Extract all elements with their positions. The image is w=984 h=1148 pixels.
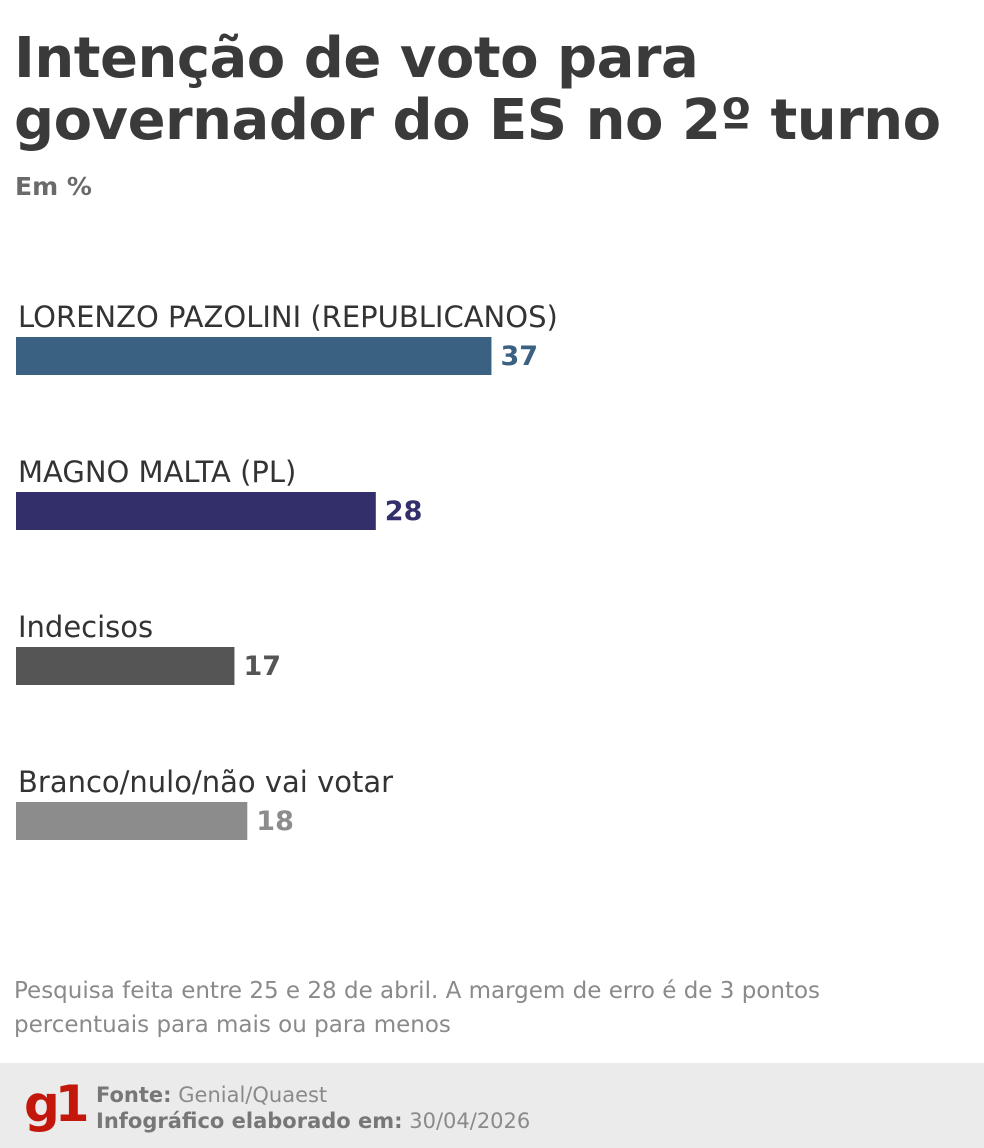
category-label: MAGNO MALTA (PL) bbox=[18, 455, 296, 489]
category-label: LORENZO PAZOLINI (REPUBLICANOS) bbox=[18, 300, 558, 334]
chart-subtitle: Em % bbox=[15, 172, 92, 201]
source-value: Genial/Quaest bbox=[178, 1083, 328, 1107]
category-label: Indecisos bbox=[18, 610, 153, 644]
footer: g1 Fonte: Genial/Quaest Infográfico elab… bbox=[0, 1063, 984, 1148]
category-label: Branco/nulo/não vai votar bbox=[18, 765, 393, 799]
bar-value-label: 28 bbox=[385, 496, 423, 527]
bar-chart: LORENZO PAZOLINI (REPUBLICANOS) 37 MAGNO M… bbox=[16, 300, 558, 840]
bar-value-label: 18 bbox=[256, 806, 294, 837]
bar bbox=[16, 647, 235, 685]
bar bbox=[16, 802, 248, 840]
date-line: Infográfico elaborado em: 30/04/2026 bbox=[96, 1109, 530, 1133]
bar-value-label: 17 bbox=[243, 651, 281, 682]
methodology-note: Pesquisa feita entre 25 e 28 de abril. A… bbox=[14, 978, 821, 1038]
bar bbox=[16, 337, 492, 375]
bar-value-label: 37 bbox=[500, 341, 538, 372]
chart-title: Intenção de voto para governador do ES n… bbox=[14, 26, 941, 153]
bar bbox=[16, 492, 376, 530]
date-label: Infográfico elaborado em: bbox=[96, 1109, 403, 1133]
g1-logo: g1 bbox=[24, 1075, 90, 1133]
source-line: Fonte: Genial/Quaest bbox=[96, 1083, 327, 1107]
date-value: 30/04/2026 bbox=[409, 1109, 531, 1133]
source-label: Fonte: bbox=[96, 1083, 172, 1107]
